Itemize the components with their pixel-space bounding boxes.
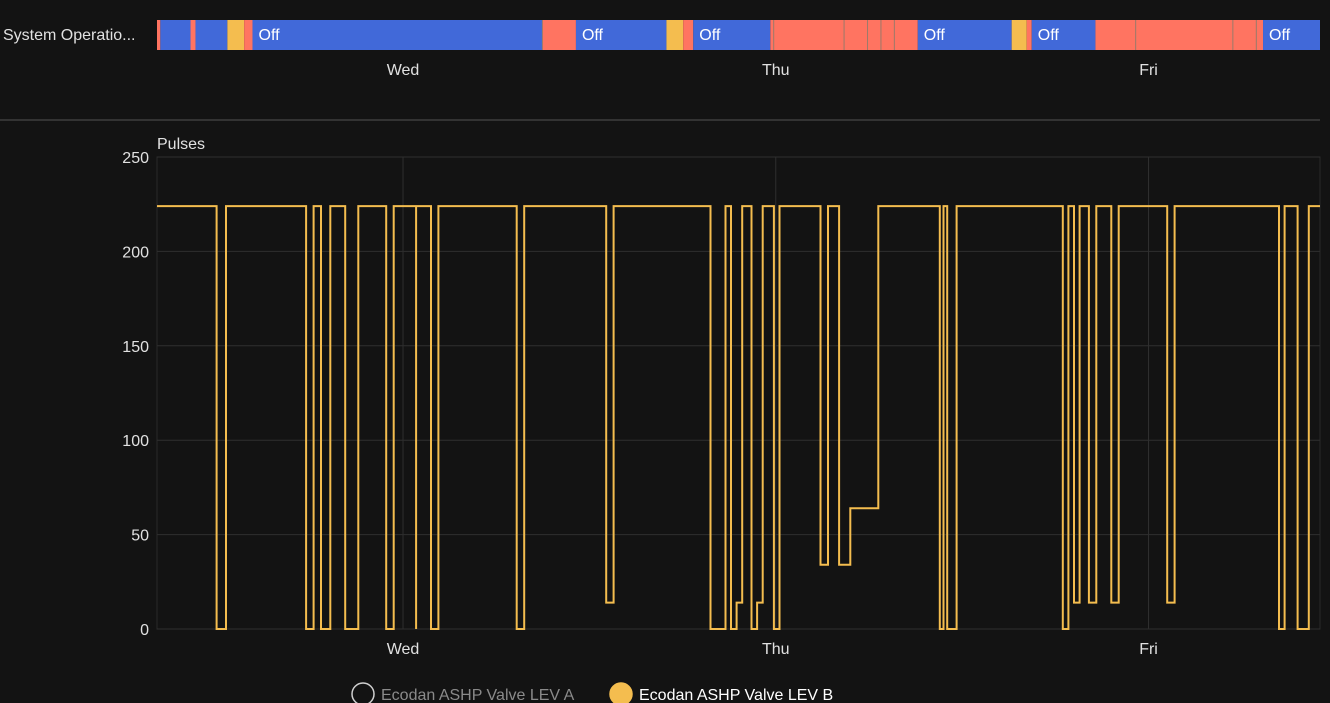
- timeline-x-tick-thu: Thu: [762, 62, 790, 79]
- timeline-segment-off[interactable]: [1031, 20, 1096, 50]
- timeline-segment-heating[interactable]: [1095, 20, 1264, 50]
- timeline-segment-off[interactable]: [693, 20, 771, 50]
- system-operation-timeline[interactable]: System Operatio... Off Off Off Off Off Off We…: [3, 20, 1320, 79]
- timeline-dividers: [541, 20, 1257, 50]
- series-line-lev-b[interactable]: [157, 205, 1320, 630]
- x-tick-label-wed: Wed: [387, 641, 420, 658]
- legend-item-lev-a[interactable]: Ecodan ASHP Valve LEV A: [351, 682, 575, 703]
- timeline-entity-label[interactable]: System Operatio...: [3, 27, 136, 44]
- timeline-bars[interactable]: Off Off Off Off Off Off: [157, 20, 1320, 50]
- timeline-segment-heating[interactable]: [1026, 20, 1032, 50]
- y-tick-label: 0: [140, 622, 149, 639]
- timeline-segment-label: Off: [699, 27, 721, 44]
- y-tick-label: 200: [122, 244, 149, 261]
- legend-item-lev-b[interactable]: Ecodan ASHP Valve LEV B: [609, 682, 833, 703]
- plot-frame: [156, 156, 1321, 630]
- pulses-chart[interactable]: Pulses 0 50 100 150 200 250 Wed Thu Fri: [122, 136, 1321, 658]
- timeline-segment-off[interactable]: [252, 20, 543, 50]
- legend-label-lev-b[interactable]: Ecodan ASHP Valve LEV B: [639, 687, 833, 703]
- chart-legend: Ecodan ASHP Valve LEV A Ecodan ASHP Valv…: [351, 682, 833, 703]
- timeline-segment-heating[interactable]: [683, 20, 694, 50]
- timeline-segment-heating[interactable]: [190, 20, 196, 50]
- timeline-segment-off[interactable]: [1263, 20, 1320, 50]
- timeline-segment-label: Off: [259, 27, 281, 44]
- timeline-segment-label: Off: [1269, 27, 1291, 44]
- timeline-segment-off[interactable]: [917, 20, 1012, 50]
- y-axis: 0 50 100 150 200 250: [122, 150, 149, 639]
- timeline-segment-off[interactable]: [195, 20, 228, 50]
- timeline-segment-off[interactable]: [160, 20, 191, 50]
- y-tick-label: 150: [122, 339, 149, 356]
- x-tick-label-fri: Fri: [1139, 641, 1158, 658]
- timeline-x-tick-fri: Fri: [1139, 62, 1158, 79]
- chart-grid: [156, 156, 1321, 630]
- x-axis: Wed Thu Fri: [387, 641, 1158, 658]
- x-tick-label-thu: Thu: [762, 641, 790, 658]
- y-tick-label: 250: [122, 150, 149, 167]
- timeline-segment-dhw[interactable]: [1011, 20, 1027, 50]
- timeline-x-axis: Wed Thu Fri: [387, 62, 1158, 79]
- timeline-segment-dhw[interactable]: [666, 20, 684, 50]
- y-axis-title: Pulses: [157, 136, 205, 153]
- legend-label-lev-a[interactable]: Ecodan ASHP Valve LEV A: [381, 687, 575, 703]
- timeline-segment-heating[interactable]: [157, 20, 161, 50]
- series-layer: [157, 205, 1320, 630]
- timeline-segment-heating[interactable]: [244, 20, 253, 50]
- timeline-segment-label: Off: [924, 27, 946, 44]
- legend-marker-lev-b[interactable]: [609, 682, 633, 703]
- timeline-segment-off[interactable]: [575, 20, 667, 50]
- timeline-segment-label: Off: [582, 27, 604, 44]
- y-tick-label: 100: [122, 433, 149, 450]
- legend-marker-lev-a[interactable]: [351, 682, 375, 703]
- timeline-x-tick-wed: Wed: [387, 62, 420, 79]
- timeline-segment-dhw[interactable]: [227, 20, 245, 50]
- y-tick-label: 50: [131, 528, 149, 545]
- timeline-segment-heating[interactable]: [542, 20, 576, 50]
- timeline-segment-label: Off: [1038, 27, 1060, 44]
